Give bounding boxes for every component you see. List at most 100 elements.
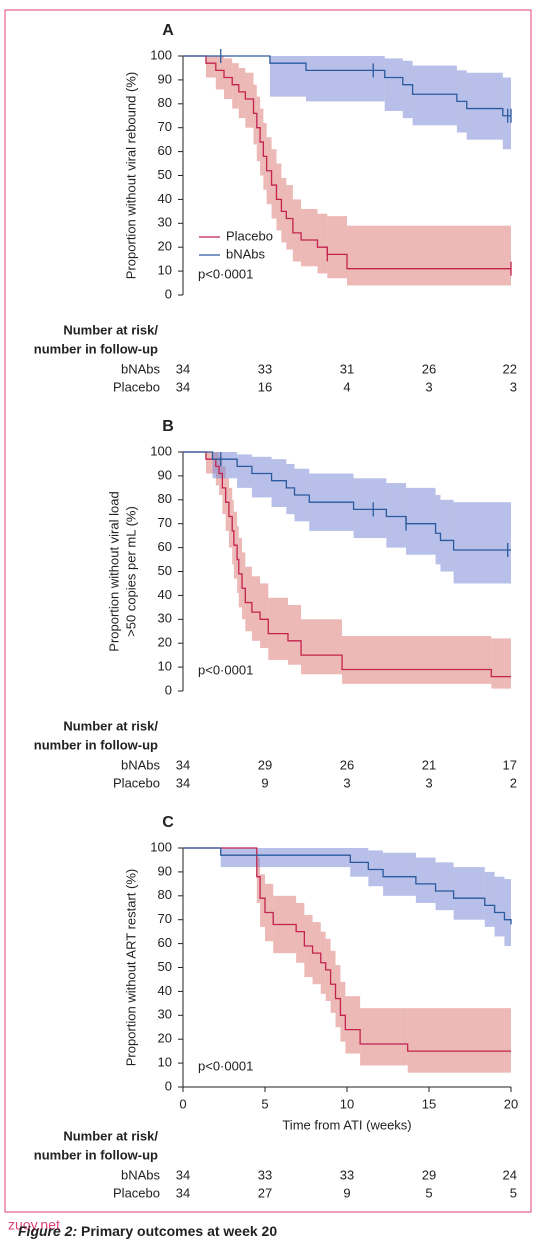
risk-count: 34 — [176, 775, 190, 790]
y-axis-label: Proportion without ART restart (%) — [123, 869, 138, 1067]
risk-count: 34 — [176, 1185, 190, 1200]
ci-band — [256, 96, 261, 162]
ci-band — [253, 84, 257, 145]
risk-count: 3 — [425, 379, 432, 394]
y-tick-label: 60 — [158, 935, 172, 950]
ci-band — [435, 495, 441, 565]
risk-row-label: Placebo — [113, 379, 160, 394]
ci-band — [453, 867, 485, 920]
survival-line — [183, 847, 512, 925]
ci-band — [212, 452, 238, 479]
y-tick-label: 10 — [158, 1055, 172, 1070]
y-tick-label: 20 — [158, 1031, 172, 1046]
ci-band — [225, 478, 229, 531]
ci-band — [453, 502, 511, 584]
panel-label: A — [162, 22, 174, 39]
figure-border — [4, 9, 532, 1213]
ci-band — [335, 965, 341, 1028]
y-tick-label: 60 — [158, 539, 172, 554]
risk-count: 2 — [510, 775, 517, 790]
ci-band — [256, 857, 261, 903]
risk-table-title: Number at risk/ — [63, 322, 158, 337]
ci-band — [415, 857, 436, 903]
y-axis-label: Proportion without viral load — [106, 491, 121, 651]
ci-band — [340, 981, 346, 1042]
ci-band — [251, 576, 261, 641]
y-tick-label: 30 — [158, 1007, 172, 1022]
ci-band — [269, 56, 306, 97]
ci-band — [238, 67, 246, 119]
risk-count: 34 — [176, 757, 190, 772]
ci-band — [306, 56, 385, 102]
y-tick-label: 70 — [158, 515, 172, 530]
ci-band — [491, 638, 511, 689]
risk-row-label: Placebo — [113, 1185, 160, 1200]
risk-row-label: Placebo — [113, 775, 160, 790]
ci-band — [345, 996, 361, 1054]
y-tick-label: 80 — [158, 887, 172, 902]
y-tick-label: 30 — [158, 215, 172, 230]
risk-count: 27 — [258, 1185, 272, 1200]
risk-count: 9 — [343, 1185, 350, 1200]
ci-band — [220, 848, 351, 868]
ci-band — [238, 538, 243, 608]
risk-table-title: Number at risk/ — [63, 718, 158, 733]
y-tick-label: 50 — [158, 959, 172, 974]
ci-band — [353, 478, 387, 539]
risk-count: 16 — [258, 379, 272, 394]
ci-band — [286, 185, 293, 250]
ci-band — [384, 58, 403, 111]
ci-band — [271, 459, 287, 507]
risk-table-title: number in follow-up — [34, 737, 158, 752]
risk-count: 26 — [422, 361, 436, 376]
ci-band — [296, 902, 305, 963]
survival-line — [183, 55, 511, 117]
y-tick-label: 90 — [158, 71, 172, 86]
y-tick-label: 80 — [158, 491, 172, 506]
y-axis-label: Proportion without viral rebound (%) — [123, 72, 138, 279]
ci-band — [502, 77, 511, 150]
ci-band — [368, 850, 384, 887]
risk-row-label: bNAbs — [121, 361, 161, 376]
caption-text: Primary outcomes at week 20 — [81, 1223, 277, 1239]
y-tick-label: 70 — [158, 911, 172, 926]
y-tick-label: 0 — [165, 286, 172, 301]
risk-count: 5 — [425, 1185, 432, 1200]
panel-label: C — [162, 814, 174, 831]
ci-band — [281, 177, 287, 243]
x-tick-label: 20 — [504, 1096, 518, 1111]
y-tick-label: 40 — [158, 983, 172, 998]
risk-table-title: number in follow-up — [34, 341, 158, 356]
ci-band — [484, 871, 495, 927]
panel-label: B — [162, 418, 174, 435]
y-tick-label: 100 — [150, 443, 172, 458]
ci-band — [228, 487, 233, 548]
ci-band — [215, 56, 224, 90]
ci-band — [260, 874, 265, 927]
risk-count: 5 — [510, 1185, 517, 1200]
risk-count: 33 — [340, 1167, 354, 1182]
risk-count: 31 — [340, 361, 354, 376]
risk-count: 33 — [258, 1167, 272, 1182]
y-tick-label: 30 — [158, 611, 172, 626]
y-tick-label: 20 — [158, 635, 172, 650]
y-tick-label: 90 — [158, 863, 172, 878]
p-value: p<0·0001 — [198, 266, 253, 281]
ci-band — [494, 876, 505, 937]
ci-band — [222, 466, 226, 515]
ci-band — [435, 862, 454, 911]
risk-count: 17 — [503, 757, 517, 772]
ci-band — [292, 199, 302, 262]
y-tick-label: 70 — [158, 119, 172, 134]
ci-band — [276, 163, 282, 231]
risk-table-title: Number at risk/ — [63, 1128, 158, 1143]
ci-band — [251, 456, 272, 498]
ci-band — [205, 56, 216, 78]
x-tick-label: 5 — [261, 1096, 268, 1111]
risk-count: 3 — [425, 775, 432, 790]
ci-band — [286, 463, 295, 515]
y-tick-label: 80 — [158, 95, 172, 110]
ci-band — [466, 72, 503, 140]
y-tick-label: 10 — [158, 659, 172, 674]
